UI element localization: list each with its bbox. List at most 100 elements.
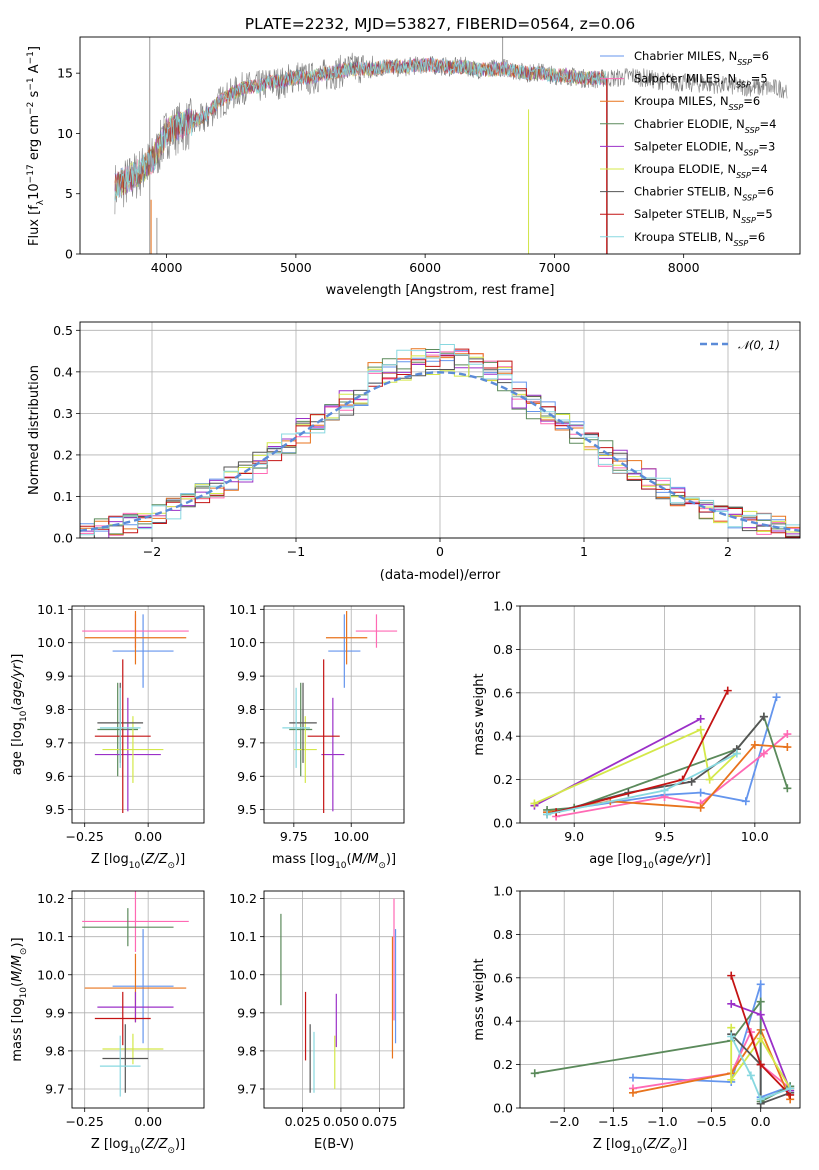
axes-frame	[71, 890, 205, 1109]
spectrum-model-line	[114, 57, 607, 201]
legend-entry: Kroupa STELIB, NSSP=6	[634, 230, 765, 248]
legend-entry: Chabrier STELIB, NSSP=6	[634, 185, 774, 203]
axes-frame	[79, 36, 801, 255]
x-tick-label: 4000	[151, 260, 183, 275]
legend-entry: Chabrier MILES, NSSP=6	[634, 49, 769, 67]
y-tick-label: 9.9	[45, 1005, 65, 1020]
weight-marker	[756, 1095, 765, 1104]
x-tick-label: 0.050	[323, 1114, 359, 1129]
x-axis-label: wavelength [Angstrom, rest frame]	[326, 283, 555, 298]
legend-entry: Kroupa ELODIE, NSSP=4	[634, 162, 768, 180]
weight-marker	[696, 714, 705, 723]
y-tick-label: 10.2	[229, 891, 257, 906]
weight-marker	[696, 788, 705, 797]
weight-series-line	[534, 728, 738, 805]
weight-marker	[628, 1088, 637, 1097]
weight-marker	[756, 1034, 765, 1043]
y-tick-label: 10.0	[37, 967, 65, 982]
y-tick-label: 9.8	[237, 1043, 257, 1058]
panel-spectrum: 4000 5000 6000 7000 8000 0 5 10 15 Chabrier MILES…	[26, 36, 801, 298]
y-tick-label: 0	[65, 247, 73, 262]
weight-marker	[756, 1060, 765, 1069]
x-tick-label: 0.075	[361, 1114, 397, 1129]
axes-frame	[519, 605, 801, 824]
panel-age-vs-Z: −0.25 0.00 9.5 9.6 9.7 9.8 9.9 10.0 10.1 Z [log10…	[10, 602, 205, 871]
y-tick-label: 5	[65, 186, 73, 201]
y-tick-label: 9.8	[237, 702, 257, 717]
y-tick-label: 0.0	[53, 531, 73, 546]
x-axis-label: Z [log10(Z/Z⊙)]	[91, 1137, 185, 1156]
x-tick-label: 0.0	[751, 1114, 771, 1129]
x-tick-label: 9.5	[655, 829, 675, 844]
weight-marker	[783, 743, 792, 752]
x-tick-label: −0.5	[696, 1114, 726, 1129]
y-tick-label: 0.4	[53, 364, 73, 379]
panel-weight-vs-age: 9.0 9.5 10.0 0.0 0.2 0.4 0.6 0.8 1.0 age [log10(a…	[472, 599, 801, 871]
y-tick-label: 0.6	[493, 970, 513, 985]
y-axis-label: mass [log10(M/M⊙)]	[10, 937, 29, 1061]
x-tick-label: 0.00	[134, 1114, 162, 1129]
y-tick-label: 0.0	[493, 816, 513, 831]
x-axis-label: Z [log10(Z/Z⊙)]	[593, 1137, 687, 1156]
y-tick-label: 1.0	[493, 599, 513, 614]
y-tick-label: 0.2	[53, 447, 73, 462]
y-tick-label: 10.1	[37, 602, 65, 617]
x-tick-label: 0.025	[285, 1114, 321, 1129]
weight-marker	[756, 980, 765, 989]
weight-marker	[696, 803, 705, 812]
legend-entry: 𝒩(0, 1)	[738, 338, 780, 352]
y-tick-label: 9.7	[45, 735, 65, 750]
panel-weight-vs-Z: −2.0 −1.5 −1.0 −0.5 0.0 0.0 0.2 0.4 0.6 0.8 1.0 Z […	[472, 884, 801, 1156]
y-tick-label: 9.5	[237, 802, 257, 817]
figure-title: PLATE=2232, MJD=53827, FIBERID=0564, z=0…	[245, 15, 635, 33]
y-tick-label: 10	[57, 126, 73, 141]
axes-frame	[263, 605, 405, 824]
weight-marker	[786, 1084, 795, 1093]
weight-marker	[687, 777, 696, 786]
x-tick-label: −2.0	[549, 1114, 579, 1129]
y-axis-label: age [log10(age/yr)]	[10, 654, 29, 776]
y-axis-label: mass weight	[472, 673, 487, 755]
y-tick-label: 9.7	[45, 1081, 65, 1096]
y-tick-label: 0.4	[493, 729, 513, 744]
y-tick-label: 0.2	[493, 772, 513, 787]
x-tick-label: 5000	[280, 260, 312, 275]
weight-marker	[727, 1075, 736, 1084]
x-tick-label: 9.75	[280, 829, 308, 844]
weight-series-line	[730, 1033, 791, 1105]
weight-marker	[727, 999, 736, 1008]
x-tick-label: 10.00	[333, 829, 369, 844]
y-tick-label: 0.5	[53, 323, 73, 338]
weight-marker	[759, 749, 768, 758]
x-tick-label: 1	[580, 544, 588, 559]
x-tick-label: 0	[436, 544, 444, 559]
y-tick-label: 10.0	[229, 967, 257, 982]
y-tick-label: 0.4	[493, 1014, 513, 1029]
x-tick-label: −1.0	[647, 1114, 677, 1129]
y-tick-label: 0.8	[493, 642, 513, 657]
weight-marker	[750, 740, 759, 749]
legend-entry: Kroupa MILES, NSSP=6	[634, 94, 760, 112]
y-tick-label: 10.1	[229, 602, 257, 617]
weight-marker	[628, 1073, 637, 1082]
plot-area	[114, 37, 788, 254]
y-tick-label: 15	[57, 66, 73, 81]
x-tick-label: 9.0	[564, 829, 584, 844]
weight-series-line	[546, 743, 788, 813]
weight-marker	[660, 786, 669, 795]
y-axis-label: Flux [fλ10−17 erg cm−2 s−1 A−1]	[26, 46, 46, 246]
y-tick-label: 0.2	[493, 1057, 513, 1072]
y-tick-label: 0.3	[53, 406, 73, 421]
weight-series-line	[555, 690, 729, 813]
y-tick-label: 10.1	[37, 929, 65, 944]
axes-frame	[71, 605, 205, 824]
x-axis-label: age [log10(age/yr)]	[589, 852, 711, 871]
x-tick-label: −0.25	[66, 1114, 104, 1129]
weight-marker	[727, 971, 736, 980]
panel-age-vs-mass: 9.75 10.00 9.5 9.6 9.7 9.8 9.9 10.0 10.1 mass [lo…	[229, 602, 405, 871]
y-axis-label: mass weight	[472, 958, 487, 1040]
y-tick-label: 0.1	[53, 489, 73, 504]
weight-series-line	[730, 1027, 791, 1089]
plot-area	[282, 611, 398, 813]
axes-frame	[263, 890, 405, 1109]
